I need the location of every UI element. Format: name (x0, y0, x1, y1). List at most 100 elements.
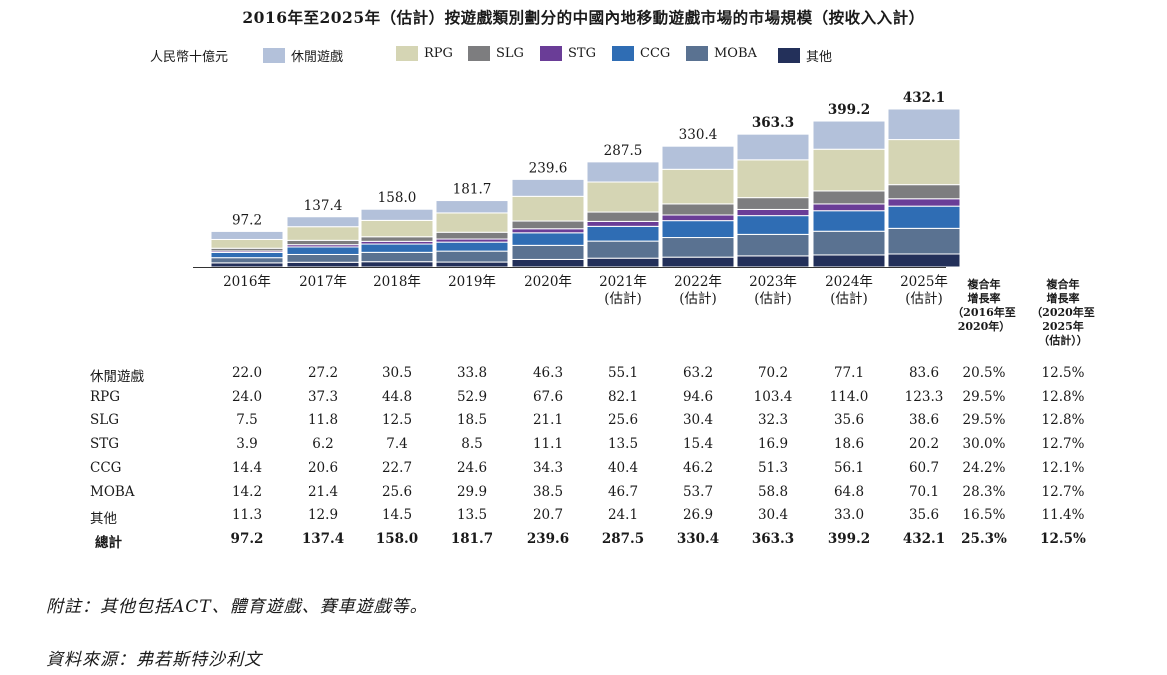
table-cell: 14.4 (231, 459, 263, 476)
table-cell: 6.2 (312, 436, 334, 453)
legend-item: MOBA (686, 46, 757, 61)
cagr-cell: 30.0% (962, 436, 1006, 453)
bar-total-label: 158.0 (378, 190, 417, 206)
bar-total-label: 97.2 (232, 212, 262, 228)
table-cell: 33.8 (456, 365, 488, 381)
table-cell: 58.8 (757, 483, 789, 500)
cagr-cell: 16.5% (962, 507, 1006, 524)
table-cell: 25.6 (381, 483, 413, 500)
table-cell: 67.6 (532, 388, 564, 405)
chart-title: 2016年至2025年（估計）按遊戲類別劃分的中國內地移動遊戲市場的市場規模（按… (242, 8, 925, 27)
bar-segment (511, 232, 585, 246)
table-cell: 12.9 (307, 507, 339, 524)
bar-segment (812, 254, 886, 268)
unit-label: 人民幣十億元 (150, 50, 229, 65)
bar-total-label: 287.5 (604, 143, 643, 159)
table-cell: 26.9 (682, 507, 714, 524)
table-cell: 7.5 (236, 412, 258, 429)
x-tick-label: 2022年 (估計) (674, 274, 722, 307)
table-row-label: 其他 (90, 511, 117, 528)
cagr-cell: 12.1% (1041, 459, 1085, 476)
bar-segment (736, 215, 810, 235)
table-cell: 24.0 (231, 388, 263, 405)
cagr-cell: 28.3% (962, 483, 1006, 500)
bar-segment (887, 227, 961, 255)
cagr-cell: 25.3% (961, 530, 1007, 547)
bar-segment (511, 258, 585, 268)
x-tick-label: 2016年 (223, 274, 271, 290)
legend-label: SLG (496, 46, 524, 61)
table-row-label: 總計 (95, 534, 122, 551)
bar-segment (586, 220, 660, 227)
legend-item: CCG (612, 46, 670, 61)
bar-segment (210, 262, 284, 268)
x-tick-label: 2025年 (估計) (900, 274, 948, 307)
table-cell: 3.9 (236, 436, 258, 453)
bar-segment (360, 208, 434, 221)
bar-segment (511, 195, 585, 222)
bar-segment (360, 243, 434, 253)
bar-segment (586, 225, 660, 242)
bar-segment (435, 231, 509, 240)
bar-segment (360, 251, 434, 263)
table-cell: 52.9 (456, 388, 488, 405)
table-row-label: SLG (90, 412, 119, 429)
bar-total-label: 432.1 (903, 90, 945, 106)
cagr-header: 複合年 增長率 （2020年至 2025年 （估計）） (1031, 278, 1095, 347)
table-cell: 51.3 (757, 459, 789, 476)
source-note: 資料來源：弗若斯特沙利文 (46, 650, 262, 670)
legend-swatch (396, 46, 418, 61)
cagr-cell: 29.5% (962, 388, 1006, 405)
table-cell: 46.2 (682, 459, 714, 476)
bar-segment (736, 255, 810, 268)
bar-segment (286, 261, 360, 268)
bar-segment (887, 198, 961, 207)
bar-segment (661, 220, 735, 239)
bar-total-label: 363.3 (752, 115, 794, 131)
bar-segment (887, 108, 961, 141)
table-cell: 63.2 (682, 365, 714, 381)
bar-segment (812, 210, 886, 232)
bar-segment (736, 233, 810, 257)
bar-segment (661, 214, 735, 222)
table-row-label: MOBA (90, 483, 135, 500)
bar-segment (887, 139, 961, 186)
bar-segment (286, 216, 360, 228)
table-cell: 13.5 (456, 507, 488, 524)
table-cell: 20.7 (532, 507, 564, 524)
table-cell: 239.6 (526, 530, 570, 547)
bar-segment (661, 256, 735, 268)
legend-item: STG (540, 46, 596, 61)
bar-segment (511, 228, 585, 234)
bar-segment (586, 181, 660, 213)
table-cell: 82.1 (607, 388, 639, 405)
x-tick-label: 2019年 (448, 274, 496, 290)
table-cell: 22.0 (231, 365, 263, 381)
table-cell: 56.1 (833, 459, 865, 476)
table-cell: 11.1 (532, 436, 564, 453)
table-cell: 70.1 (908, 483, 940, 500)
table-cell: 25.6 (607, 412, 639, 429)
bar-segment (360, 236, 434, 242)
legend-item: SLG (468, 46, 524, 61)
table-cell: 55.1 (607, 365, 639, 381)
table-cell: 77.1 (833, 365, 865, 381)
table-cell: 7.4 (386, 436, 408, 453)
bar-segment (210, 238, 284, 249)
table-cell: 53.7 (682, 483, 714, 500)
table-cell: 35.6 (833, 412, 865, 429)
bar-segment (435, 250, 509, 263)
table-cell: 20.6 (307, 459, 339, 476)
bar-segment (887, 253, 961, 268)
bar-segment (661, 237, 735, 258)
table-cell: 38.6 (908, 412, 940, 429)
table-cell: 24.6 (456, 459, 488, 476)
table-cell: 330.4 (676, 530, 720, 547)
bar-segment (661, 145, 735, 170)
legend-label: RPG (424, 46, 453, 61)
bar-segment (586, 161, 660, 183)
bar-total-label: 330.4 (679, 127, 718, 143)
table-cell: 114.0 (829, 388, 869, 405)
table-cell: 11.3 (231, 507, 263, 524)
bar-segment (812, 148, 886, 192)
